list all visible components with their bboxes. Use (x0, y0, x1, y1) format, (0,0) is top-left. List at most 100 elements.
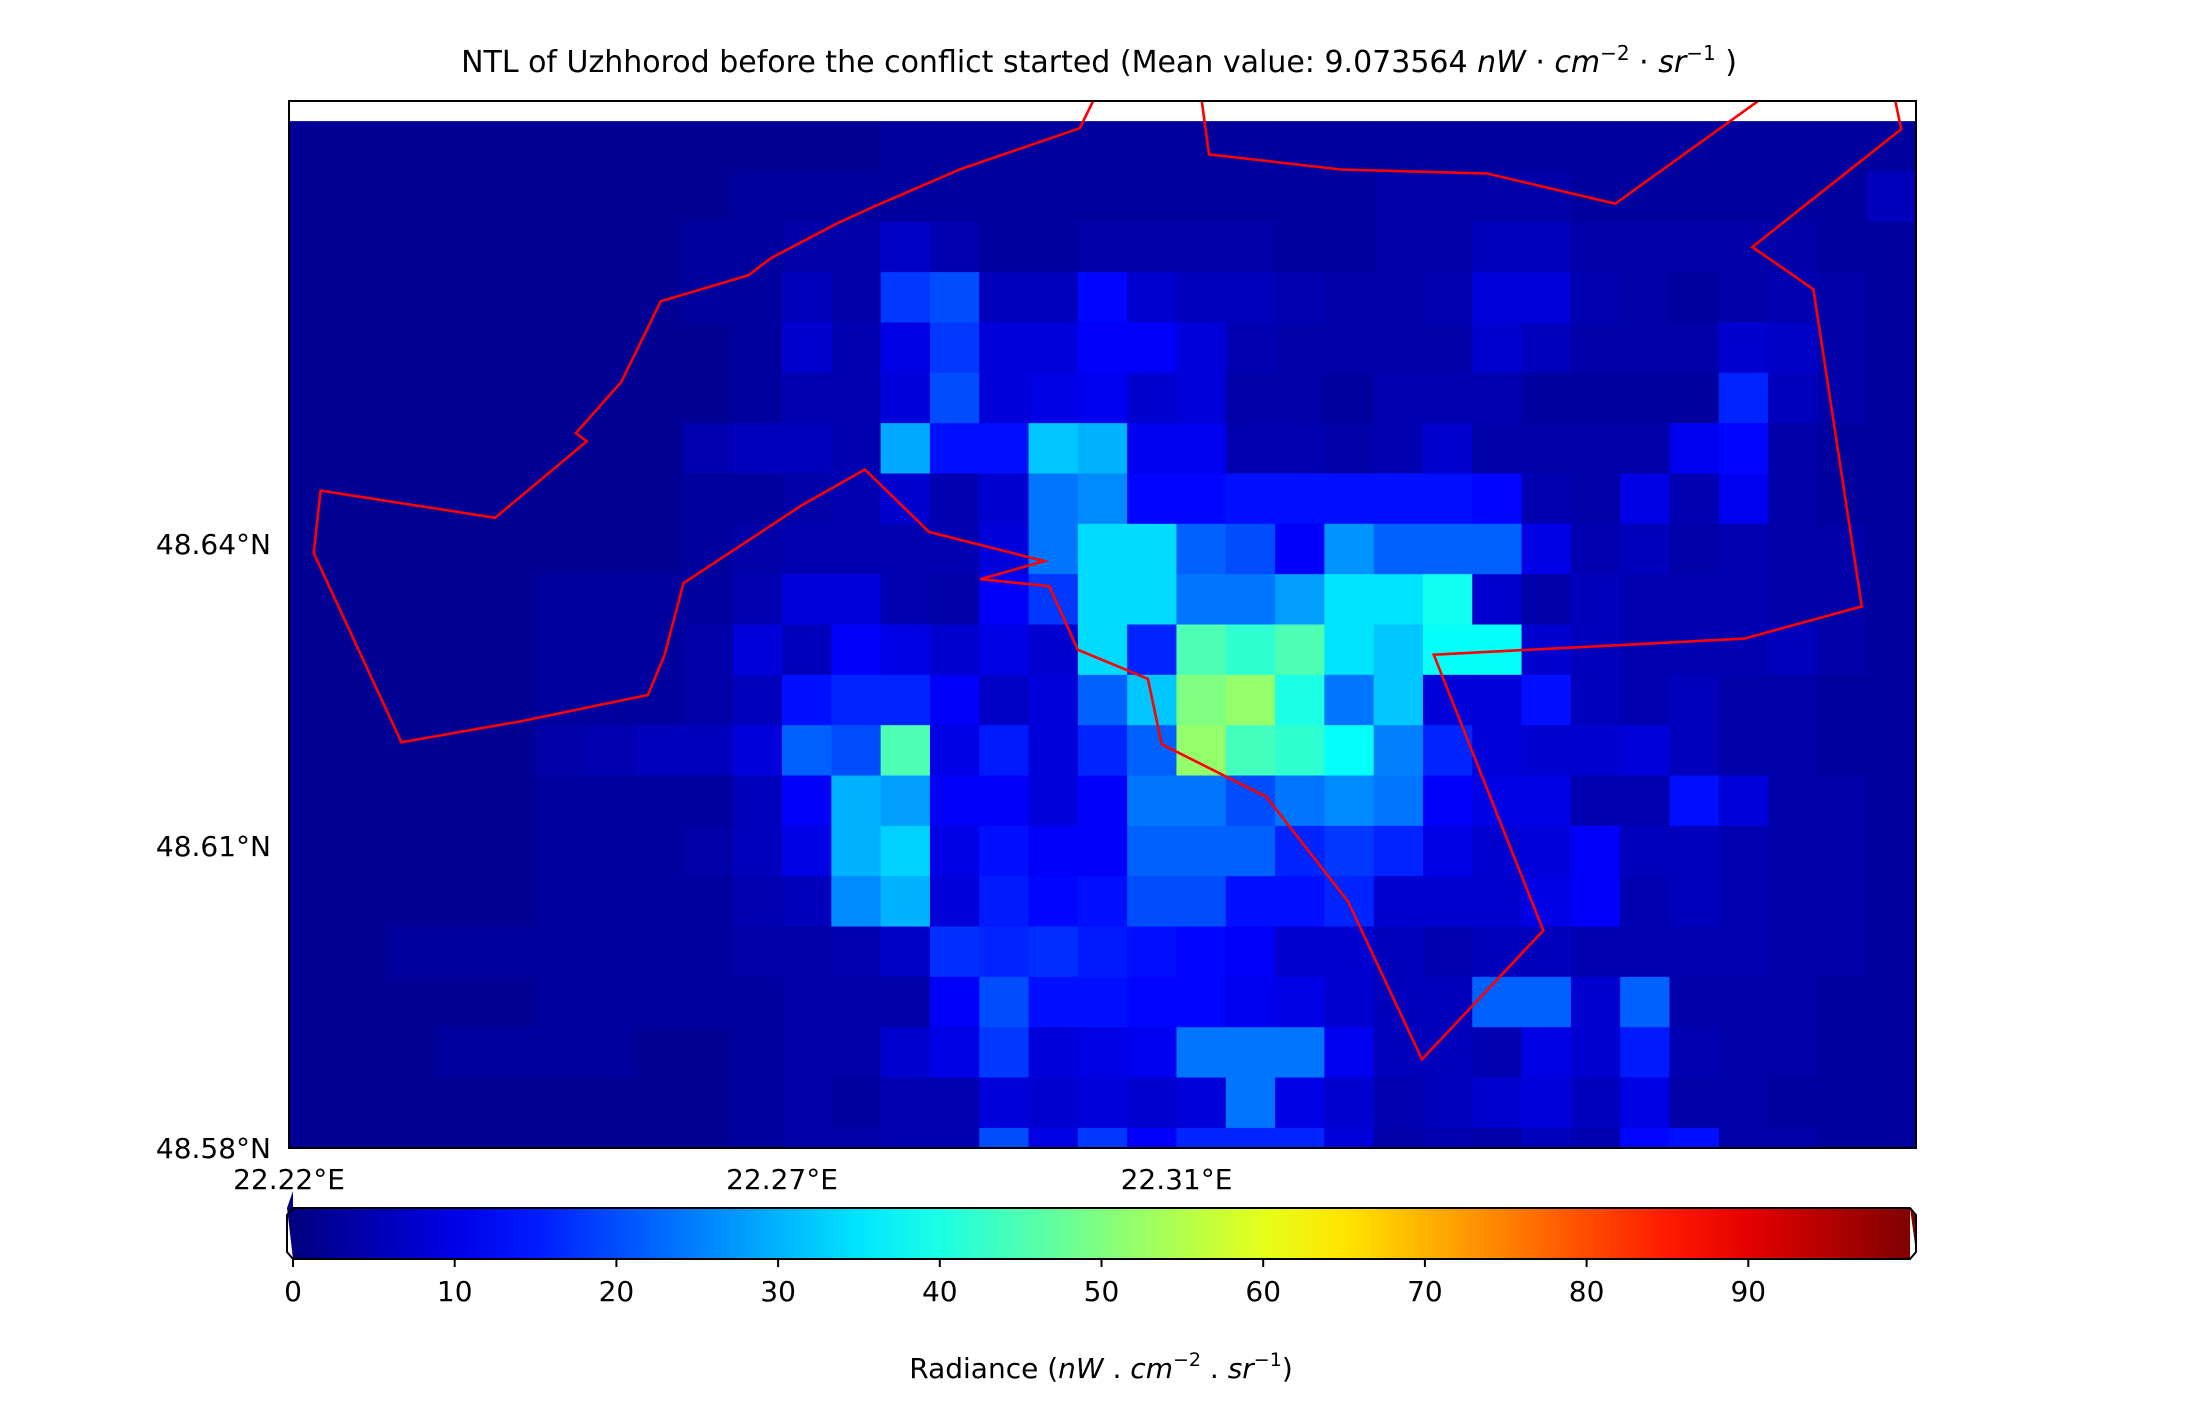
heatmap-cell (929, 1027, 980, 1079)
heatmap-cell (1718, 322, 1769, 374)
heatmap-cell (338, 171, 389, 223)
heatmap-cell (486, 473, 537, 525)
heatmap-cell (1768, 1027, 1818, 1079)
heatmap-cell (1472, 121, 1523, 173)
heatmap-cell (486, 876, 537, 928)
heatmap-cell (1176, 523, 1227, 575)
heatmap-cell (683, 221, 734, 273)
heatmap-cell (1768, 322, 1818, 374)
heatmap-cell (1275, 674, 1325, 726)
heatmap-cell (979, 121, 1030, 173)
heatmap-cell (634, 423, 685, 475)
heatmap-cell (338, 674, 389, 726)
heatmap-cell (1373, 1077, 1424, 1129)
heatmap-cell (831, 976, 882, 1028)
heatmap-cell (1620, 121, 1671, 173)
heatmap-cell (831, 825, 882, 877)
heatmap-cell (436, 825, 487, 877)
heatmap-cell (1570, 825, 1621, 877)
heatmap-cell (683, 1027, 734, 1079)
heatmap-cell (584, 221, 635, 273)
heatmap-cell (1669, 1027, 1720, 1079)
heatmap-cell (1176, 624, 1227, 676)
heatmap-cell (289, 574, 339, 626)
heatmap-cell (929, 574, 980, 626)
heatmap-cell (1866, 976, 1916, 1028)
heatmap-cell (1718, 121, 1769, 173)
heatmap-cell (1669, 574, 1720, 626)
heatmap-cell (1275, 1127, 1325, 1148)
heatmap-cell (831, 1077, 882, 1129)
heatmap-cell (1422, 322, 1473, 374)
heatmap-cell (289, 775, 339, 827)
heatmap-cell (1521, 473, 1572, 525)
heatmap-cell (732, 221, 783, 273)
heatmap-cell (831, 1027, 882, 1079)
heatmap-cell (683, 574, 734, 626)
heatmap-cell (634, 876, 685, 928)
heatmap-cell (1275, 473, 1325, 525)
heatmap-cell (1028, 926, 1079, 978)
heatmap-cell (535, 775, 586, 827)
heatmap-cell (880, 725, 931, 777)
heatmap-cell (1028, 674, 1079, 726)
heatmap-cell (1768, 1127, 1818, 1148)
heatmap-cell (1669, 473, 1720, 525)
heatmap-cell (1718, 523, 1769, 575)
heatmap-cell (486, 372, 537, 424)
heatmap-cell (1324, 523, 1375, 575)
heatmap-cell (1570, 876, 1621, 928)
heatmap-cell (1718, 624, 1769, 676)
heatmap-cell (634, 674, 685, 726)
heatmap-cell (1422, 473, 1473, 525)
heatmap-cell (584, 523, 635, 575)
heatmap-cell (289, 221, 339, 273)
heatmap-cell (1817, 372, 1868, 424)
heatmap-cell (1176, 372, 1227, 424)
colorbar-ticks: 0 10 20 30 40 50 60 70 80 90 (284, 1259, 1766, 1308)
admin-boundary-line (312, 101, 1903, 1062)
heatmap-cell (929, 976, 980, 1028)
heatmap-cell (1077, 272, 1128, 324)
heatmap-cell (1373, 725, 1424, 777)
heatmap-cell (683, 322, 734, 374)
heatmap-cell (1472, 523, 1523, 575)
heatmap-cell (1866, 171, 1916, 223)
heatmap-cell (1817, 523, 1868, 575)
heatmap-cell (1768, 574, 1818, 626)
heatmap-cell (1817, 171, 1868, 223)
heatmap-cell (387, 775, 438, 827)
heatmap-cell (1570, 1027, 1621, 1079)
heatmap-cell (1127, 221, 1178, 273)
y-tick-label: 48.64°N (156, 528, 271, 561)
title-unit-cm: cm (1554, 45, 1600, 80)
heatmap-cell (634, 322, 685, 374)
heatmap-cell (1620, 1027, 1671, 1079)
heatmap-cell (929, 624, 980, 676)
heatmap-cell (338, 624, 389, 676)
heatmap-cell (338, 322, 389, 374)
heatmap-cell (683, 473, 734, 525)
heatmap-cell (880, 121, 931, 173)
heatmap-cell (880, 372, 931, 424)
heatmap-cell (1028, 372, 1079, 424)
heatmap-cell (1620, 775, 1671, 827)
heatmap-cell (1422, 372, 1473, 424)
heatmap-cell (1521, 272, 1572, 324)
heatmap-cell (1768, 523, 1818, 575)
title-prefix: NTL of Uzhhorod before the conflict star… (461, 45, 1477, 80)
heatmap-cell (1669, 322, 1720, 374)
heatmap-cell (1472, 876, 1523, 928)
heatmap-cell (732, 674, 783, 726)
heatmap-cell (1127, 926, 1178, 978)
heatmap-cell (929, 725, 980, 777)
heatmap-cell (387, 674, 438, 726)
heatmap-cell (1472, 473, 1523, 525)
heatmap-cell (979, 272, 1030, 324)
heatmap-cell (831, 473, 882, 525)
heatmap-cell (1718, 825, 1769, 877)
heatmap-cell (1077, 473, 1128, 525)
heatmap-cell (1275, 725, 1325, 777)
heatmap-cell (584, 624, 635, 676)
heatmap-cell (1422, 876, 1473, 928)
